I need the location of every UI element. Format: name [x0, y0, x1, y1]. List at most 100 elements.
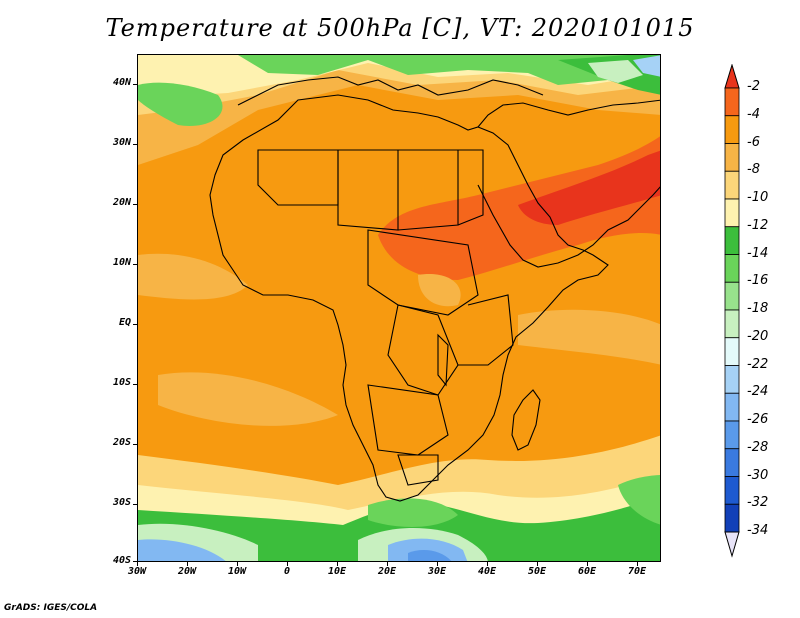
lon-tick [337, 562, 338, 566]
colorbar-label: -10 [747, 190, 769, 205]
colorbar-label: -2 [747, 79, 760, 94]
colorbar-swatch [724, 87, 740, 117]
field-central-minus8 [418, 274, 461, 307]
border-southern-africa [367, 384, 449, 456]
colorbar-label: -12 [747, 217, 769, 233]
lon-tick [537, 562, 538, 566]
field-west-minus8 [138, 253, 248, 300]
lon-tick-label: 10W [227, 566, 247, 577]
colorbar-label: -18 [747, 301, 769, 316]
lat-tick-label: 30S [112, 497, 131, 508]
lon-tick-label: 10E [327, 566, 347, 577]
lat-tick-label: 20S [112, 437, 131, 448]
lat-tick-label: 10S [112, 377, 131, 388]
colorbar-swatches [724, 64, 740, 558]
colorbar-label: -6 [747, 134, 760, 150]
lon-tick-label: 0 [283, 566, 291, 577]
lat-tick-label: 30N [112, 137, 131, 148]
colorbar-swatch [724, 476, 740, 505]
lake-tanganyika [437, 333, 449, 387]
colorbar-label: -14 [747, 245, 769, 261]
colorbar-swatch [724, 281, 740, 311]
field-north-east-minus22 [633, 55, 660, 77]
credit-text: GrADS: IGES/COLA [4, 603, 98, 613]
colorbar-swatch [724, 226, 740, 255]
colorbar-label: -22 [747, 356, 769, 372]
field-south-center-minus24 [388, 538, 468, 561]
lat-tick-label: 20N [112, 197, 131, 208]
colorbar-label: -30 [747, 467, 769, 483]
colorbar-label: -32 [747, 495, 769, 511]
colorbar-swatch [724, 143, 740, 172]
lat-tick-label: 40S [112, 555, 131, 566]
colorbar-swatch [724, 115, 740, 144]
lon-tick-label: 50E [527, 566, 547, 577]
colorbar-top-arrow [724, 64, 740, 89]
lat-tick [133, 84, 137, 85]
lat-tick [133, 144, 137, 145]
lon-tick-label: 30E [427, 566, 447, 577]
lat-tick [133, 324, 137, 325]
field-southeast-minus16 [618, 475, 660, 525]
lat-tick [133, 384, 137, 385]
field-warm-minus2 [518, 150, 660, 225]
lon-tick [587, 562, 588, 566]
lon-tick [137, 562, 138, 566]
africa-coastline [209, 94, 609, 502]
border-libya-chad [397, 149, 459, 231]
colorbar-swatch [724, 503, 740, 533]
lat-tick [133, 561, 137, 562]
colorbar-swatch [724, 309, 740, 339]
field-north-minus16 [238, 55, 660, 85]
lon-tick-label: 70E [627, 566, 647, 577]
temperature-map [137, 54, 661, 562]
colorbar-bottom-arrow [724, 531, 740, 558]
lon-tick [387, 562, 388, 566]
temperature-field [138, 55, 660, 561]
lon-tick [487, 562, 488, 566]
border-west-sahara [257, 149, 339, 206]
lon-tick-label: 60E [577, 566, 597, 577]
colorbar-swatch [724, 365, 740, 394]
field-south-minus14 [138, 495, 660, 561]
colorbar-label: -24 [747, 384, 769, 400]
colorbar-swatch [724, 170, 740, 200]
colorbar-label: -4 [747, 106, 760, 122]
colorbar-swatch [724, 337, 740, 366]
border-south-africa [397, 454, 439, 486]
border-central-africa [367, 229, 479, 316]
lat-tick [133, 264, 137, 265]
lat-tick-label: 10N [112, 257, 131, 268]
border-east-africa [458, 294, 514, 366]
coastlines [209, 76, 660, 502]
lon-tick-label: 30W [127, 566, 147, 577]
colorbar-label: -16 [747, 273, 769, 289]
colorbar-swatch [724, 392, 740, 422]
mediterranean-north-coastline [237, 76, 544, 106]
lat-tick [133, 204, 137, 205]
lon-tick [287, 562, 288, 566]
lon-tick [187, 562, 188, 566]
field-southwest-minus8 [158, 372, 338, 426]
field-south-center-minus26 [408, 550, 452, 561]
colorbar-swatch [724, 420, 740, 450]
field-southwest-minus24 [138, 539, 226, 561]
lat-tick [133, 444, 137, 445]
colorbar-swatch [724, 448, 740, 477]
lon-tick [237, 562, 238, 566]
chart-title: Temperature at 500hPa [C], VT: 202010101… [105, 14, 695, 42]
colorbar-label: -8 [747, 162, 760, 178]
colorbar-label: -28 [747, 439, 769, 455]
colorbar-label: -34 [747, 523, 769, 538]
middle-east-coastline [477, 99, 660, 128]
field-north-west-minus16 [138, 82, 223, 126]
colorbar-swatch [724, 254, 740, 283]
lat-tick-label: 40N [112, 77, 131, 88]
field-east-minus8 [518, 309, 660, 365]
field-north-east-minus18 [588, 60, 643, 83]
lat-tick [133, 504, 137, 505]
lon-tick [637, 562, 638, 566]
arabia-coastline [477, 184, 660, 268]
lon-tick [437, 562, 438, 566]
border-egypt [457, 149, 484, 226]
